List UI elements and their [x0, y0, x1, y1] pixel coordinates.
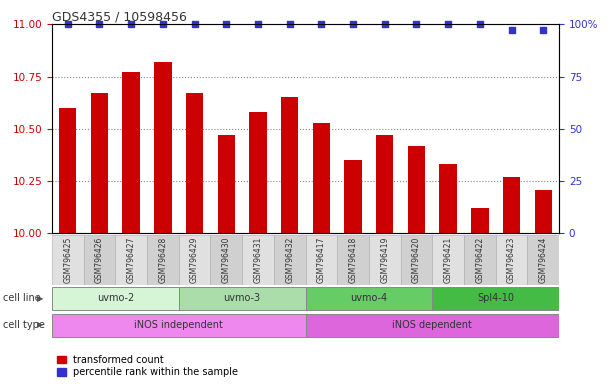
Bar	[408, 146, 425, 233]
Text: GSM796428: GSM796428	[158, 237, 167, 283]
Bar	[179, 235, 210, 285]
Bar	[496, 235, 527, 285]
Text: uvmo-2: uvmo-2	[97, 293, 134, 303]
Text: GSM796427: GSM796427	[126, 237, 136, 283]
Bar	[306, 235, 337, 285]
Text: GSM796429: GSM796429	[190, 237, 199, 283]
Point	[348, 21, 358, 27]
Bar	[210, 235, 242, 285]
Point	[475, 21, 485, 27]
Bar	[122, 72, 140, 233]
Text: GSM796421: GSM796421	[444, 237, 453, 283]
Bar	[115, 235, 147, 285]
Point	[443, 21, 453, 27]
Bar	[274, 235, 306, 285]
Bar	[186, 93, 203, 233]
Bar	[535, 190, 552, 233]
Legend: transformed count, percentile rank within the sample: transformed count, percentile rank withi…	[57, 355, 238, 377]
Point	[63, 21, 73, 27]
Point	[95, 21, 104, 27]
Bar	[401, 235, 433, 285]
Text: iNOS independent: iNOS independent	[134, 320, 223, 330]
Bar	[433, 287, 559, 310]
Bar	[527, 235, 559, 285]
Bar	[249, 112, 266, 233]
Text: GSM796423: GSM796423	[507, 237, 516, 283]
Bar	[218, 135, 235, 233]
Point	[412, 21, 422, 27]
Text: GSM796417: GSM796417	[317, 237, 326, 283]
Bar	[52, 314, 306, 337]
Bar	[84, 235, 115, 285]
Text: uvmo-4: uvmo-4	[350, 293, 387, 303]
Text: GSM796424: GSM796424	[539, 237, 547, 283]
Bar	[52, 287, 179, 310]
Text: cell line: cell line	[3, 293, 41, 303]
Point	[253, 21, 263, 27]
Bar	[471, 209, 489, 233]
Point	[380, 21, 390, 27]
Text: uvmo-3: uvmo-3	[224, 293, 261, 303]
Bar	[179, 287, 306, 310]
Bar	[306, 314, 559, 337]
Point	[538, 27, 548, 33]
Bar	[52, 235, 84, 285]
Bar	[91, 93, 108, 233]
Bar	[147, 235, 179, 285]
Text: GSM796419: GSM796419	[380, 237, 389, 283]
Text: ▶: ▶	[37, 320, 43, 329]
Text: GDS4355 / 10598456: GDS4355 / 10598456	[52, 10, 187, 23]
Bar	[369, 235, 401, 285]
Bar	[154, 62, 172, 233]
Text: ▶: ▶	[37, 293, 43, 303]
Text: GSM796431: GSM796431	[254, 237, 263, 283]
Point	[126, 21, 136, 27]
Text: GSM796418: GSM796418	[348, 237, 357, 283]
Bar	[281, 98, 298, 233]
Text: GSM796432: GSM796432	[285, 237, 294, 283]
Point	[189, 21, 199, 27]
Point	[507, 27, 516, 33]
Text: GSM796425: GSM796425	[64, 237, 72, 283]
Bar	[313, 122, 330, 233]
Bar	[59, 108, 76, 233]
Point	[285, 21, 295, 27]
Bar	[306, 287, 433, 310]
Bar	[337, 235, 369, 285]
Bar	[376, 135, 393, 233]
Point	[221, 21, 231, 27]
Bar	[439, 164, 457, 233]
Point	[316, 21, 326, 27]
Bar	[464, 235, 496, 285]
Point	[158, 21, 168, 27]
Text: Spl4-10: Spl4-10	[477, 293, 514, 303]
Bar	[503, 177, 520, 233]
Bar	[345, 160, 362, 233]
Text: GSM796420: GSM796420	[412, 237, 421, 283]
Text: GSM796422: GSM796422	[475, 237, 485, 283]
Text: cell type: cell type	[3, 320, 45, 330]
Text: iNOS dependent: iNOS dependent	[392, 320, 472, 330]
Text: GSM796426: GSM796426	[95, 237, 104, 283]
Text: GSM796430: GSM796430	[222, 237, 231, 283]
Bar	[433, 235, 464, 285]
Bar	[242, 235, 274, 285]
